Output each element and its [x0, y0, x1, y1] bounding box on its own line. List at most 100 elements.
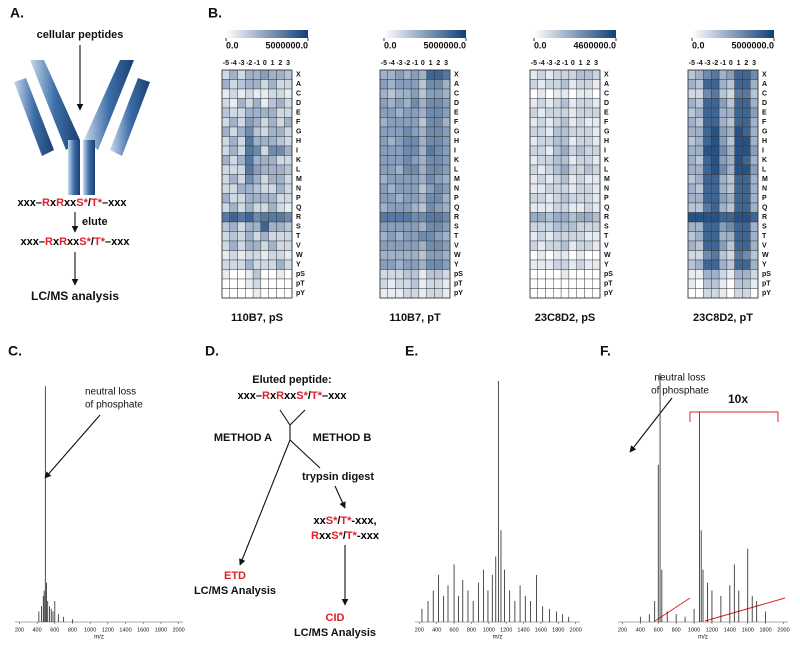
heatmap-cell — [537, 98, 546, 109]
row-label: pS — [762, 271, 771, 278]
heatmap-cell — [584, 164, 593, 175]
heatmap-cell — [395, 202, 404, 213]
peptide-part: S* — [331, 530, 343, 542]
heatmap-cell — [568, 136, 577, 147]
heatmap-cell — [418, 231, 427, 242]
heatmap-cell — [718, 155, 728, 166]
heatmap-cell — [252, 88, 262, 99]
row-label: E — [454, 110, 459, 117]
heatmap-cell — [545, 278, 554, 289]
heatmap-cell — [568, 174, 577, 185]
heatmap-cell — [252, 250, 262, 261]
heatmap-cell — [229, 164, 238, 175]
heatmap-cell — [734, 79, 743, 90]
row-label: T — [454, 233, 459, 240]
heatmap-cell — [726, 69, 735, 80]
heatmap-cell — [711, 183, 720, 194]
heatmap-cell — [245, 240, 254, 251]
column-label: 1 — [737, 60, 741, 67]
heatmap-cell — [252, 269, 262, 280]
heatmap-cell — [379, 79, 388, 90]
row-label: X — [762, 72, 767, 79]
column-label: -5 — [381, 60, 387, 67]
column-label: 1 — [271, 60, 275, 67]
heatmap-cell — [260, 231, 269, 242]
heatmap-cell — [742, 79, 751, 90]
column-label: -2 — [712, 60, 718, 67]
heatmap-cell — [734, 164, 743, 175]
annotation: neutral loss — [654, 373, 705, 384]
x-tick-label: 800 — [68, 627, 77, 633]
heatmap-cell — [560, 250, 570, 261]
heatmap-cell — [576, 79, 585, 90]
heatmap-cell — [703, 231, 712, 242]
heatmap-cell — [245, 107, 254, 118]
heatmap-cell — [711, 269, 720, 280]
row-label: R — [604, 214, 609, 221]
heatmap-cell — [592, 193, 601, 204]
heatmap-cell — [726, 259, 735, 270]
flow-lines — [239, 409, 349, 606]
row-label: M — [296, 176, 302, 183]
heatmap-cell — [426, 183, 435, 194]
heatmap-cell — [410, 269, 420, 280]
heatmap-cell — [545, 174, 554, 185]
heatmap-cell — [718, 269, 728, 280]
column-label: 0 — [729, 60, 733, 67]
heatmap-cell — [387, 69, 396, 80]
heatmap-cell — [592, 288, 601, 299]
heatmap-frame — [379, 69, 451, 299]
heatmap-cell — [387, 164, 396, 175]
heatmap-cell — [560, 174, 570, 185]
heatmap-cell — [568, 183, 577, 194]
heatmap-cell — [718, 183, 728, 194]
heatmap-cell — [687, 231, 696, 242]
heatmap-cell — [742, 117, 751, 128]
heatmap-cell — [434, 212, 443, 223]
heatmap-cell — [426, 88, 435, 99]
heatmap-cell — [568, 98, 577, 109]
heatmap-cell — [252, 212, 262, 223]
heatmap-cell — [687, 250, 696, 261]
heatmap-cell — [718, 278, 728, 289]
heatmap-cell — [403, 98, 412, 109]
heatmap-cell — [221, 174, 230, 185]
heatmap-cell — [576, 136, 585, 147]
heatmap-cell — [529, 107, 538, 118]
column-label: -2 — [246, 60, 252, 67]
heatmap-cell — [387, 117, 396, 128]
x-tick-label: 1600 — [137, 627, 149, 633]
column-label: -1 — [412, 60, 418, 67]
heatmap-cell — [687, 164, 696, 175]
heatmap-cell — [545, 88, 554, 99]
heatmap-cell — [268, 183, 277, 194]
heatmap-cell — [268, 250, 277, 261]
row-label: A — [296, 81, 301, 88]
heatmap-cell — [703, 155, 712, 166]
heatmap-cell — [418, 250, 427, 261]
heatmap-cell — [268, 79, 277, 90]
heatmap-cell — [229, 212, 238, 223]
heatmap-cell — [379, 155, 388, 166]
heatmap-cell — [576, 174, 585, 185]
heatmap-cell — [750, 145, 759, 156]
heatmap-cell — [592, 259, 601, 270]
heatmap-cell — [695, 136, 704, 147]
heatmap-cell — [229, 278, 238, 289]
heatmap-cell — [221, 231, 230, 242]
heatmap-cell — [403, 183, 412, 194]
heatmap-cell — [592, 269, 601, 280]
colorbar — [226, 30, 308, 38]
heatmap-cell — [576, 164, 585, 175]
heatmap-cell — [395, 136, 404, 147]
heatmap-cell — [695, 259, 704, 270]
row-label: S — [604, 224, 609, 231]
heatmap-cell — [252, 98, 262, 109]
heatmap-cell — [245, 98, 254, 109]
heatmap-cell — [545, 250, 554, 261]
heatmap-cell — [442, 193, 451, 204]
heatmap-cell — [395, 288, 404, 299]
heatmap-cell — [726, 202, 735, 213]
method-name: CID — [326, 612, 345, 624]
heatmap-cell — [529, 164, 538, 175]
